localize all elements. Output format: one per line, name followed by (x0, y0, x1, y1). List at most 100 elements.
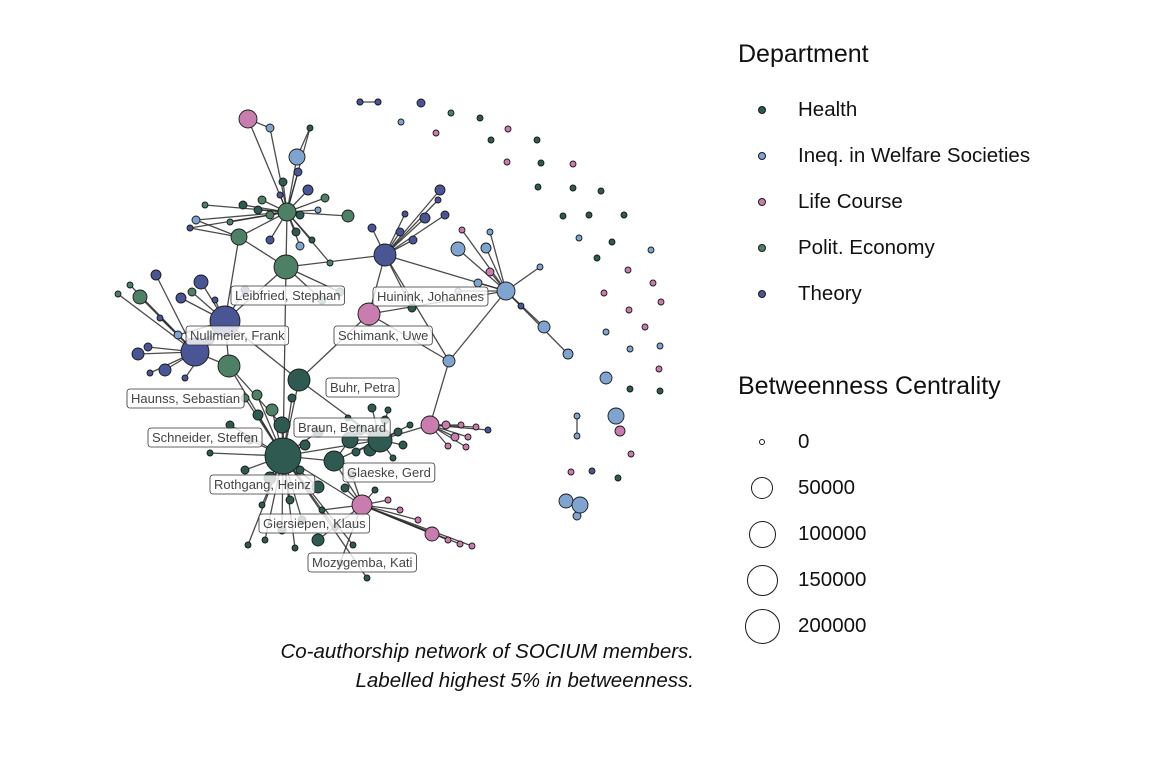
polit-economy-swatch (758, 244, 766, 252)
network-node (657, 298, 665, 306)
network-node (389, 454, 397, 462)
network-node (226, 218, 234, 226)
network-node (314, 206, 322, 214)
network-node (393, 427, 403, 437)
legend-size-150000: 150000 (738, 557, 1001, 603)
legend-item-life-course: Life Course (738, 179, 1030, 225)
node-label-box (342, 462, 436, 483)
network-node (131, 347, 145, 361)
network-node (593, 254, 601, 262)
network-node (277, 202, 297, 222)
network-node (363, 574, 371, 582)
network-node (569, 184, 577, 192)
network-node (614, 474, 622, 482)
node-label: Mozygemba, Kati (307, 552, 417, 573)
node-label-text: Nullmeier, Frank (190, 328, 285, 343)
legend-size-50000: 50000 (738, 465, 1001, 511)
node-label: Schneider, Steffen (147, 427, 263, 448)
node-label-text: Schneider, Steffen (152, 430, 258, 445)
network-node (487, 136, 495, 144)
network-node (503, 158, 511, 166)
network-node (187, 287, 197, 297)
legend-size-label-200000: 200000 (798, 614, 867, 637)
network-node (462, 443, 470, 451)
life-course-swatch (758, 198, 766, 206)
network-node (432, 129, 440, 137)
network-node (440, 210, 450, 220)
network-edge (269, 127, 288, 213)
legend-size-100000: 100000 (738, 511, 1001, 557)
network-node (230, 228, 248, 246)
network-node (533, 136, 541, 144)
network-node (217, 354, 241, 378)
node-label-text: Haunss, Sebastian (131, 391, 240, 406)
node-label-text: Glaeske, Gerd (347, 465, 431, 480)
network-node (132, 289, 148, 305)
legend-item-inequality: Ineq. in Welfare Societies (738, 133, 1030, 179)
network-node (395, 227, 405, 237)
network-node (273, 254, 299, 280)
network-node (573, 412, 581, 420)
network-node (302, 184, 314, 196)
network-node (238, 200, 248, 210)
theory-swatch (758, 290, 766, 298)
network-node (351, 447, 361, 457)
network-node (450, 432, 460, 442)
legend-label-inequality: Ineq. in Welfare Societies (798, 144, 1031, 167)
network-node (534, 183, 542, 191)
network-node (340, 483, 350, 493)
network-node (537, 320, 551, 334)
node-label: Leibfried, Stephan (230, 285, 345, 306)
node-label: Schimank, Uwe (333, 325, 433, 346)
network-node (291, 544, 299, 552)
network-node (373, 243, 397, 267)
network-node (656, 387, 664, 395)
network-node (424, 526, 440, 542)
health-swatch (758, 106, 766, 114)
network-node (126, 281, 134, 289)
node-label-box (230, 285, 345, 306)
network-node (238, 109, 258, 129)
network-node (273, 416, 291, 434)
node-label-box (307, 552, 417, 573)
network-node (295, 465, 305, 475)
node-label: Rothgang, Heinz (209, 474, 316, 495)
network-edge (384, 254, 450, 362)
node-label-text: Buhr, Petra (330, 380, 396, 395)
network-node (536, 263, 544, 271)
network-edge (286, 211, 331, 264)
network-node (261, 536, 269, 544)
network-node (252, 409, 264, 421)
network-node (537, 159, 545, 167)
network-node (293, 167, 303, 177)
node-label: Braun, Bernard (293, 417, 391, 438)
node-label-box (372, 286, 489, 307)
network-edge (285, 254, 386, 268)
legend-item-polit-economy: Polit. Economy (738, 225, 1030, 271)
network-node (458, 226, 466, 234)
network-edge (461, 229, 507, 292)
network-node (625, 306, 633, 314)
network-node (357, 302, 381, 326)
network-node (600, 289, 608, 297)
network-node (607, 407, 625, 425)
network-node (464, 433, 472, 441)
network-node (306, 124, 314, 132)
node-label-text: Schimank, Uwe (338, 328, 428, 343)
network-node (295, 210, 305, 220)
network-node (416, 98, 426, 108)
network-graph: Leibfried, Stephan Huinink, Johannes Nullm… (114, 98, 665, 582)
legend-item-health: Health (738, 87, 1030, 133)
network-node (419, 212, 431, 224)
node-label-box (209, 474, 316, 495)
network-node (175, 292, 187, 304)
network-node (265, 123, 275, 133)
network-node (320, 193, 330, 203)
caption-line-2: Labelled highest 5% in betweenness. (355, 669, 695, 692)
network-edge (384, 199, 439, 256)
node-label-text: Giersiepen, Klaus (263, 516, 366, 531)
network-node (599, 371, 613, 385)
network-edge (457, 248, 507, 292)
network-node (371, 486, 379, 494)
network-node (571, 496, 589, 514)
